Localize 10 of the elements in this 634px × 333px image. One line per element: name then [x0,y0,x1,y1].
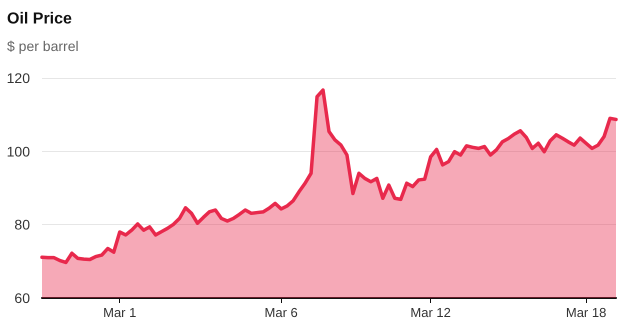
y-tick-label: 120 [6,70,30,86]
x-tick-label: Mar 18 [566,305,606,320]
x-tick-label: Mar 6 [264,305,298,320]
x-tick-label: Mar 12 [410,305,451,320]
y-tick-label: 100 [6,143,30,160]
chart-title: Oil Price [7,10,72,28]
chart-subtitle: $ per barrel [7,38,79,54]
y-tick-label: 80 [14,216,30,233]
x-tick-label: Mar 1 [103,305,136,320]
y-tick-label: 60 [14,290,30,306]
